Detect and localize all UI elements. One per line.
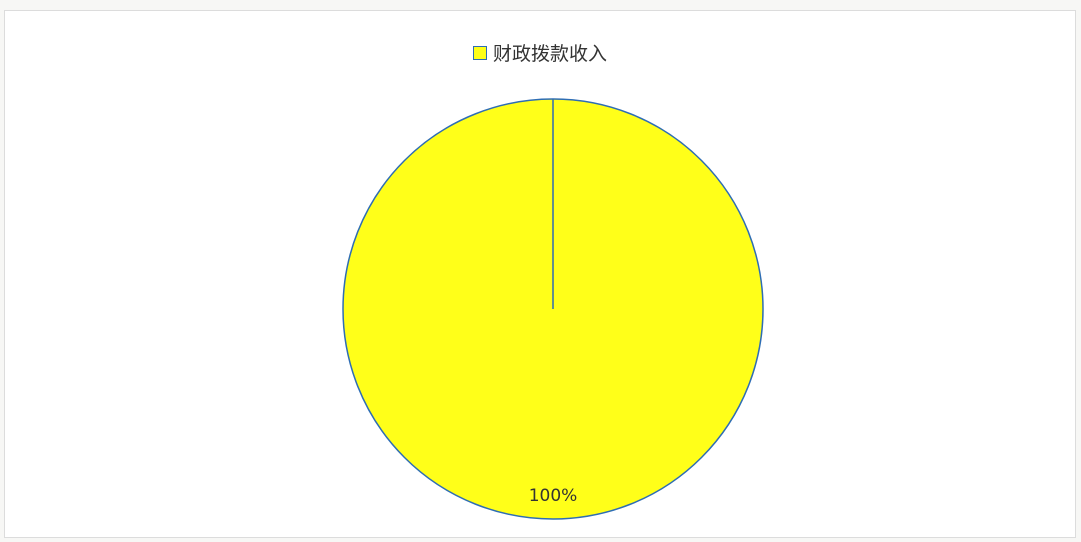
slice-data-label: 100% (529, 486, 578, 506)
pie-slices (342, 98, 764, 520)
chart-legend: 财政拨款收入 (5, 39, 1075, 66)
chart-area: 财政拨款收入 100% (4, 10, 1076, 538)
legend-entry-label: 财政拨款收入 (492, 43, 607, 65)
legend-swatch (472, 45, 487, 60)
pie-chart: 100% (342, 98, 764, 520)
